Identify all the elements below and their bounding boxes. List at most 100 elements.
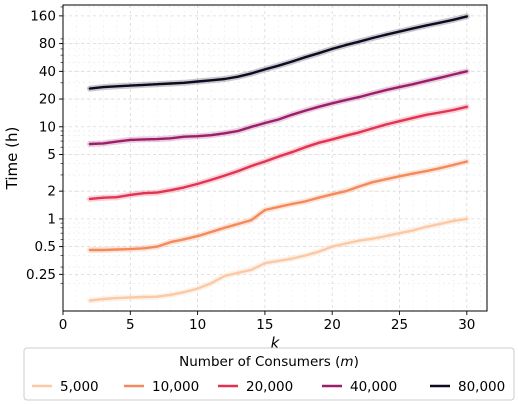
data-point xyxy=(385,89,387,91)
data-point xyxy=(89,249,91,251)
data-point xyxy=(156,83,159,86)
data-point xyxy=(385,235,387,238)
data-point xyxy=(425,225,428,228)
data-point xyxy=(250,125,253,128)
series-lines xyxy=(86,13,470,304)
data-point xyxy=(371,37,374,39)
data-point xyxy=(317,141,320,144)
data-point xyxy=(331,48,334,50)
data-point xyxy=(142,247,145,250)
data-point xyxy=(439,21,441,24)
data-point xyxy=(129,194,132,196)
data-point xyxy=(344,134,347,137)
data-point xyxy=(129,296,132,299)
data-point xyxy=(465,105,468,108)
legend-title: Number of Consumers (m) xyxy=(179,354,359,370)
data-point xyxy=(183,186,186,189)
data-point xyxy=(331,245,334,248)
legend-items: 5,000 10,000 20,000 40,000 80,000 xyxy=(32,379,505,395)
data-point xyxy=(371,181,374,184)
y-tick-label: 40 xyxy=(39,64,56,80)
plot-area xyxy=(62,4,488,312)
data-point xyxy=(156,138,159,141)
data-point xyxy=(264,262,266,265)
data-point xyxy=(115,297,118,299)
x-tick-label: 20 xyxy=(324,317,341,333)
data-point xyxy=(304,254,307,257)
data-point xyxy=(115,196,118,199)
data-point xyxy=(425,24,428,27)
data-point xyxy=(102,249,105,251)
data-point xyxy=(465,160,468,163)
data-point xyxy=(183,238,186,241)
data-point xyxy=(452,73,455,76)
data-point xyxy=(398,175,401,178)
data-point xyxy=(412,83,414,86)
data-point xyxy=(371,237,374,240)
data-point xyxy=(250,72,253,75)
y-tick-label: 80 xyxy=(39,36,56,52)
y-tick-label: 20 xyxy=(39,92,56,108)
data-point xyxy=(142,296,145,298)
data-point xyxy=(196,135,199,138)
data-point xyxy=(102,142,105,145)
data-point xyxy=(452,220,455,222)
data-point xyxy=(89,299,91,302)
data-point xyxy=(89,87,91,90)
data-point xyxy=(439,167,441,170)
x-axis-label: k xyxy=(271,334,281,352)
data-point xyxy=(425,80,428,82)
data-point xyxy=(264,160,266,163)
data-point xyxy=(89,143,91,145)
data-point xyxy=(344,44,347,46)
data-point xyxy=(304,109,307,112)
y-tick-label: 0.25 xyxy=(26,267,56,283)
data-point xyxy=(385,33,387,36)
data-point xyxy=(290,203,293,205)
data-point xyxy=(358,239,360,242)
data-point xyxy=(210,79,213,82)
data-point xyxy=(129,84,132,87)
data-point xyxy=(237,75,239,78)
data-point xyxy=(398,232,401,235)
data-point xyxy=(183,81,186,84)
data-point xyxy=(115,85,118,88)
data-point xyxy=(210,231,213,233)
data-point xyxy=(169,137,172,140)
data-point xyxy=(196,80,199,83)
plot-frame xyxy=(62,4,488,312)
x-axis: 0 5 10 15 20 25 30 xyxy=(59,311,475,333)
data-point xyxy=(169,189,172,192)
data-point xyxy=(439,76,441,79)
data-point xyxy=(102,196,105,199)
data-point xyxy=(452,109,455,111)
data-point xyxy=(344,99,347,101)
data-point xyxy=(210,179,213,181)
data-point xyxy=(344,190,347,193)
data-point xyxy=(89,198,91,200)
y-axis-label: Time (h) xyxy=(3,127,21,191)
legend-item: 5,000 xyxy=(32,379,99,395)
data-point xyxy=(465,70,468,73)
data-point xyxy=(102,86,105,88)
data-point xyxy=(331,193,334,196)
data-point xyxy=(290,113,293,116)
data-point xyxy=(223,78,226,80)
data-point xyxy=(290,257,293,260)
data-point xyxy=(425,170,428,173)
data-point xyxy=(102,298,105,300)
data-point xyxy=(156,245,159,248)
data-point xyxy=(264,209,266,211)
data-point xyxy=(277,260,280,262)
data-point xyxy=(277,64,280,67)
legend: Number of Consumers (m) 5,000 10,000 20,00… xyxy=(23,347,515,401)
data-point xyxy=(290,151,293,154)
data-point xyxy=(331,102,334,105)
data-point xyxy=(317,105,320,108)
data-point xyxy=(223,132,226,135)
data-point xyxy=(115,140,118,143)
y-tick-label: 160 xyxy=(30,8,56,24)
legend-item: 40,000 xyxy=(322,379,397,395)
data-point xyxy=(371,127,374,130)
y-tick-label: 10 xyxy=(39,119,56,135)
